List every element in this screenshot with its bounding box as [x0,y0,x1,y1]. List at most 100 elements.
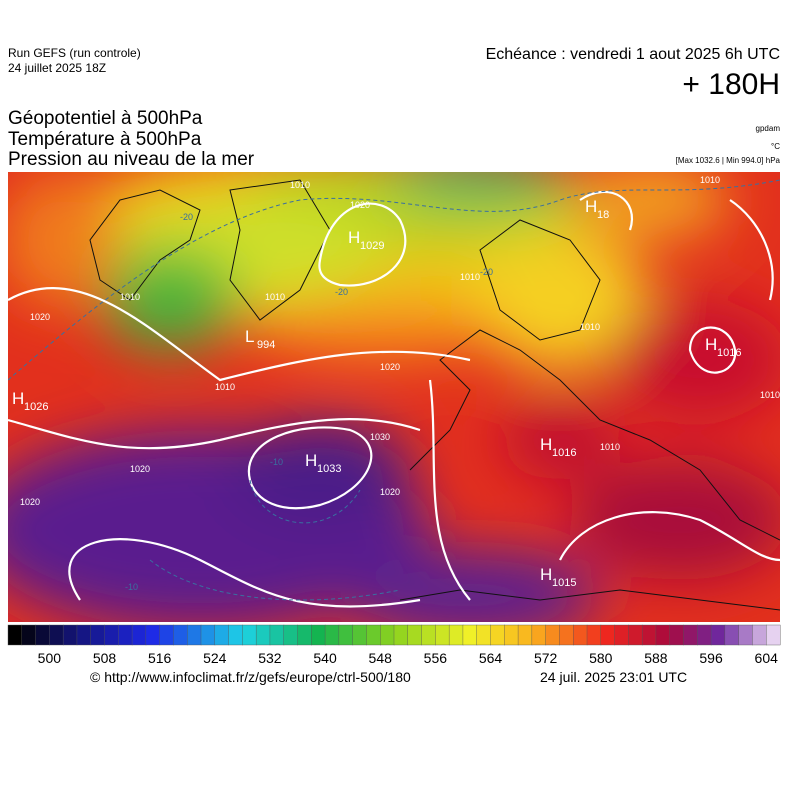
pressure-center-value: 1029 [360,240,384,252]
isobar-label: 1010 [120,292,140,302]
unit: °C [771,142,780,151]
colorbar-swatch [504,624,519,646]
colorbar-swatch [724,624,740,646]
colorbar-swatch [490,624,505,646]
colorbar-label: 524 [203,650,227,666]
isobar-label: 1020 [350,200,370,210]
temperature-lines [8,179,780,601]
temperature-label: -10 [125,582,138,592]
run-name: Run GEFS (run controle) [8,46,141,60]
colorbar-swatch [269,624,285,646]
colorbar-label: 572 [534,650,558,666]
isobar-label: 1010 [265,292,285,302]
colorbar-swatch [766,624,781,646]
isobar-label: 1010 [580,322,600,332]
colorbar-swatch [655,624,671,646]
isobar-label: 1030 [370,432,390,442]
isobar-label: 1010 [460,272,480,282]
colorbar-swatch [752,624,767,646]
colorbar-swatch [324,624,340,646]
colorbar-swatch [228,624,243,646]
isobar-label: 1020 [380,362,400,372]
colorbar-swatch [311,624,326,646]
colorbar-swatch [435,624,450,646]
run-date: 24 juillet 2025 18Z [8,61,107,75]
colorbar-swatch [159,624,174,646]
colorbar-swatch [187,624,202,646]
coastlines [89,179,780,611]
colorbar-swatch [531,624,547,646]
colorbar-swatch [214,624,230,646]
unit: [Max 1032.6 | Min 994.0] hPa [675,156,780,165]
title: Température à 500hPa [8,129,202,150]
colorbar-swatch [76,624,92,646]
colorbar-swatch [545,624,560,646]
colorbar-swatch [710,624,726,646]
unit: gpdam [755,124,780,133]
isobar-label: 1020 [130,464,150,474]
colorbar-swatch [407,624,423,646]
isobar-label: 1020 [30,312,50,322]
colorbar-swatch [448,624,464,646]
isobar-label: 1010 [700,175,720,185]
temperature-label: -20 [480,267,493,277]
colorbar-label: 556 [424,650,448,666]
colorbar-swatch [7,624,23,646]
colorbar-swatch [104,624,119,646]
colorbar-swatch [600,624,616,646]
colorbar-swatch [21,624,37,646]
pressure-center-value: 994 [257,339,275,351]
colorbar-swatch [297,624,312,646]
colorbar-swatch [683,624,698,646]
colorbar-swatch [49,624,64,646]
temperature-label: -20 [335,287,348,297]
colorbar-label: 596 [699,650,723,666]
pressure-center-symbol: H [585,197,597,216]
title: Géopotentiel à 500hPa [8,108,203,129]
valid-time: Echéance : vendredi 1 aout 2025 6h UTC [485,46,780,63]
colorbar-swatch [669,624,685,646]
pressure-center-symbol: H [348,228,360,247]
colorbar-label: 604 [755,650,779,666]
colorbar-swatch [697,624,712,646]
colorbar-swatch [476,624,492,646]
colorbar-swatch [255,624,271,646]
lead-time: + 180H [682,68,780,101]
colorbar-label: 516 [148,650,172,666]
generated-time: 24 juil. 2025 23:01 UTC [540,669,688,685]
colorbar-swatch [517,624,533,646]
colorbar-swatch [573,624,588,646]
source-url: © http://www.infoclimat.fr/z/gefs/europe… [90,669,411,685]
colorbar-swatch [586,624,602,646]
colorbar-swatch [393,624,409,646]
pressure-center-symbol: H [705,335,717,354]
colorbar-swatch [628,624,643,646]
pressure-center-symbol: H [540,565,552,584]
colorbar-swatch [173,624,188,646]
colorbar-label: 500 [38,650,62,666]
colorbar-swatch [131,624,147,646]
colorbar-swatch [283,624,299,646]
colorbar-label: 564 [479,650,503,666]
pressure-center-symbol: H [305,451,317,470]
colorbar-label: 588 [644,650,668,666]
isobars [8,190,780,608]
pressure-center-value: 1016 [717,347,741,359]
colorbar-swatch [338,624,354,646]
isobar-label: 1020 [380,487,400,497]
pressure-center-symbol: H [540,435,552,454]
isobar-label: 1010 [215,382,235,392]
isobar-label: 1010 [600,442,620,452]
colorbar-label: 508 [93,650,117,666]
colorbar-swatch [380,624,395,646]
colorbar-swatch [145,624,161,646]
title: Pression au niveau de la mer [8,149,255,170]
colorbar-swatch [62,624,78,646]
colorbar-swatch [462,624,478,646]
isobar-label: 1010 [290,180,310,190]
colorbar-swatch [90,624,106,646]
pressure-center-value: 1015 [552,577,576,589]
